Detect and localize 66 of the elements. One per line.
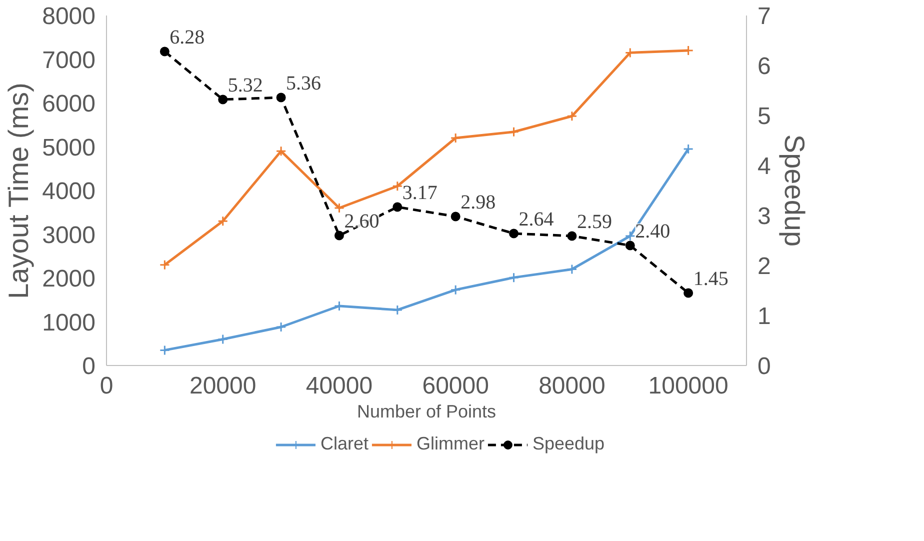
y-axis-title: Layout Time (ms) <box>3 82 34 299</box>
point <box>566 264 578 274</box>
data-label: 6.28 <box>170 26 205 48</box>
data-label: 2.60 <box>344 210 380 232</box>
point <box>625 240 635 250</box>
y-tick-label: 2000 <box>42 266 96 292</box>
point <box>509 228 519 238</box>
point <box>218 94 228 104</box>
point <box>392 202 402 212</box>
point <box>159 260 170 270</box>
data-label: 2.64 <box>518 208 554 230</box>
point <box>392 180 403 192</box>
data-label: 2.98 <box>460 192 496 214</box>
point <box>683 144 694 154</box>
y2-tick-label: 0 <box>758 353 771 380</box>
y-tick-label: 6000 <box>42 90 96 118</box>
point <box>508 126 520 138</box>
y2-tick-label: 6 <box>758 53 771 80</box>
point <box>508 272 520 283</box>
legend-label: Glimmer <box>416 434 484 454</box>
y2-tick-label: 2 <box>758 253 771 280</box>
x-tick-label: 20000 <box>189 372 256 400</box>
y-tick-label: 4000 <box>42 178 96 205</box>
point <box>450 132 461 144</box>
x-tick-label: 0 <box>100 372 114 400</box>
point <box>160 46 170 56</box>
point <box>276 92 286 102</box>
y2-tick-label: 3 <box>758 203 771 230</box>
point <box>159 344 170 356</box>
point <box>450 212 460 222</box>
x-tick-label: 80000 <box>538 372 606 400</box>
y2-tick-label: 7 <box>758 3 771 30</box>
y-tick-label: 8000 <box>42 3 96 30</box>
point <box>334 202 344 214</box>
y-tick-label: 0 <box>82 353 96 380</box>
point <box>450 284 461 296</box>
data-label: 2.59 <box>576 211 612 233</box>
point <box>218 334 228 344</box>
point <box>624 230 636 242</box>
y-tick-label: 5000 <box>42 134 96 162</box>
x-tick-label: 100000 <box>648 372 728 400</box>
point <box>567 231 577 241</box>
data-label: 1.45 <box>693 268 728 290</box>
y2-tick-label: 1 <box>758 303 771 330</box>
point <box>334 230 344 240</box>
y2-tick-label: 5 <box>758 103 771 130</box>
x-axis-title: Number of Points <box>356 402 496 422</box>
data-label: 5.32 <box>228 74 263 96</box>
point <box>392 304 403 316</box>
point <box>566 110 578 122</box>
data-label: 3.17 <box>402 182 438 204</box>
x-tick-label: 60000 <box>422 372 489 400</box>
point <box>218 216 228 226</box>
y-tick-label: 3000 <box>42 222 96 249</box>
legend-label: Claret <box>320 434 368 454</box>
y2-tick-label: 4 <box>758 153 771 180</box>
y-tick-label: 7000 <box>42 46 96 74</box>
legend-label: Speedup <box>532 434 605 454</box>
data-label: 5.36 <box>286 72 322 94</box>
y2-axis-title: Speedup <box>778 134 810 247</box>
point <box>684 288 694 298</box>
point <box>276 146 286 156</box>
x-tick-label: 40000 <box>306 372 373 400</box>
point <box>276 322 286 332</box>
y-tick-label: 1000 <box>42 309 96 336</box>
data-label: 2.40 <box>635 220 670 242</box>
